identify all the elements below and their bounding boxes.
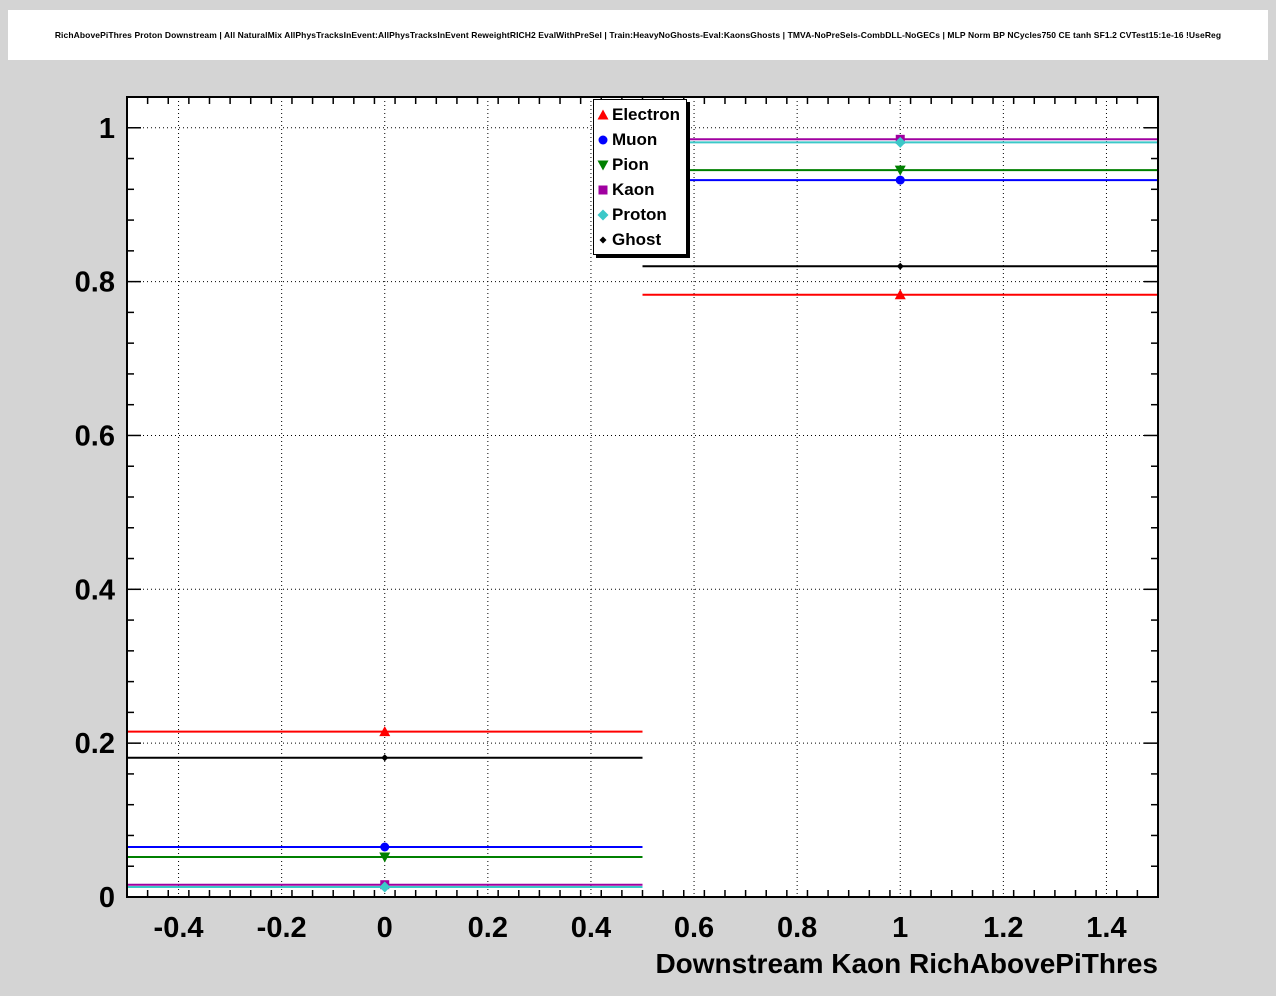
x-tick-label: 0.6 bbox=[674, 912, 714, 944]
legend-label: Electron bbox=[612, 104, 681, 124]
plot-title: RichAbovePiThres Proton Downstream | All… bbox=[54, 30, 1222, 40]
square-glyph bbox=[598, 185, 608, 194]
marker-ghost bbox=[896, 262, 904, 270]
x-tick-label: -0.2 bbox=[257, 912, 307, 944]
small-diamond-glyph bbox=[599, 236, 607, 243]
triangle-up-icon bbox=[597, 109, 609, 119]
legend-label: Kaon bbox=[612, 179, 655, 199]
x-tick-label: 0 bbox=[377, 912, 393, 944]
legend-item-proton: Proton bbox=[594, 202, 686, 227]
x-tick-label: 0.2 bbox=[468, 912, 508, 944]
y-tick-label: 0 bbox=[99, 882, 115, 914]
x-tick-label: 1.4 bbox=[1086, 912, 1126, 944]
small-diamond-icon bbox=[599, 236, 607, 243]
marker-muon bbox=[895, 175, 905, 185]
x-axis-title: Downstream Kaon RichAbovePiThres bbox=[655, 948, 1158, 979]
legend-item-electron: Electron bbox=[594, 102, 686, 127]
diamond-glyph bbox=[597, 209, 609, 220]
marker-ghost bbox=[381, 754, 389, 762]
legend-label: Ghost bbox=[612, 229, 662, 249]
circle-glyph bbox=[598, 135, 608, 144]
x-tick-label: 0.4 bbox=[571, 912, 611, 944]
legend-label: Proton bbox=[612, 204, 667, 224]
legend-label: Pion bbox=[612, 154, 649, 174]
x-tick-label: 0.8 bbox=[777, 912, 817, 944]
y-tick-label: 0.8 bbox=[75, 267, 115, 299]
triangle-up-glyph bbox=[597, 109, 609, 119]
legend-item-pion: Pion bbox=[594, 152, 686, 177]
marker-muon bbox=[380, 842, 390, 852]
marker-pion bbox=[894, 165, 906, 176]
marker-proton bbox=[379, 881, 391, 893]
diamond-icon bbox=[597, 209, 609, 220]
x-tick-label: 1 bbox=[892, 912, 908, 944]
marker-pion bbox=[379, 852, 391, 863]
y-tick-label: 0.4 bbox=[75, 574, 115, 606]
triangle-down-glyph bbox=[597, 160, 609, 170]
title-band: RichAbovePiThres Proton Downstream | All… bbox=[8, 10, 1268, 60]
legend-item-kaon: Kaon bbox=[594, 177, 686, 202]
marker-electron bbox=[894, 289, 906, 300]
x-tick-label: 1.2 bbox=[983, 912, 1023, 944]
square-icon bbox=[598, 185, 608, 194]
legend: Electron Muon Pion Kaon Proton Ghost bbox=[593, 99, 687, 255]
legend-label: Muon bbox=[612, 129, 658, 149]
y-tick-label: 0.2 bbox=[75, 728, 115, 760]
legend-item-muon: Muon bbox=[594, 127, 686, 152]
marker-electron bbox=[379, 726, 391, 737]
x-tick-label: -0.4 bbox=[154, 912, 204, 944]
marker-proton bbox=[894, 136, 906, 148]
triangle-down-icon bbox=[597, 160, 609, 170]
legend-item-ghost: Ghost bbox=[594, 227, 686, 252]
circle-icon bbox=[598, 135, 608, 144]
y-tick-label: 1 bbox=[99, 113, 115, 145]
y-tick-label: 0.6 bbox=[75, 420, 115, 452]
